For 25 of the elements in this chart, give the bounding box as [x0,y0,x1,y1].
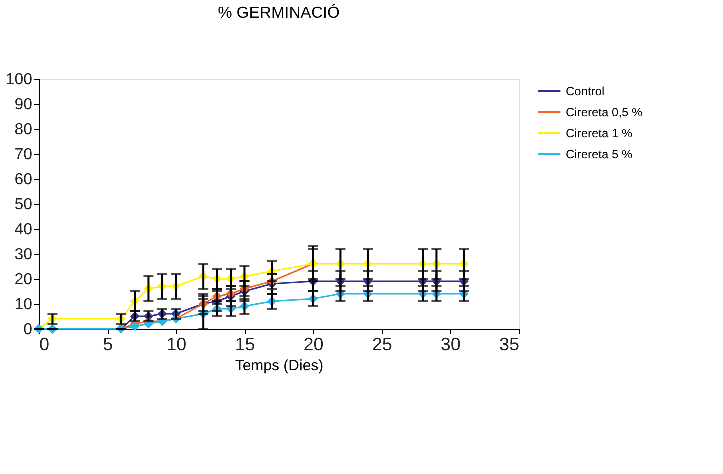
x-tick-label: 30 [440,334,461,354]
x-tick-label: 35 [499,334,520,354]
x-tick-label: 0 [40,334,50,354]
y-tick-label: 60 [14,172,33,188]
y-tick-label: 80 [14,122,33,138]
legend-label: Cirereta 1 % [566,126,634,140]
y-tick-label: 90 [14,96,33,114]
x-tick-label: 15 [235,334,256,354]
legend-label: Cirereta 5 % [566,148,634,162]
x-axis-title: Temps (Dies) [235,358,324,374]
y-tick-label: 70 [14,146,33,164]
chart-title: % GERMINACIÓ [218,4,340,22]
x-tick-label: 20 [304,334,324,354]
y-tick-label: 10 [14,296,33,314]
y-tick-label: 30 [14,246,33,264]
x-tick-label: 25 [372,334,392,354]
x-tick-label: 5 [103,334,114,354]
y-tick-label: 40 [14,222,33,238]
legend-label: Cirereta 0,5 % [566,106,644,120]
legend-label: Control [566,84,605,98]
y-tick-label: 100 [6,72,33,88]
x-tick-label: 10 [166,334,187,354]
y-tick-label: 0 [24,322,33,338]
y-tick-label: 50 [14,196,33,214]
y-tick-label: 20 [14,272,33,288]
